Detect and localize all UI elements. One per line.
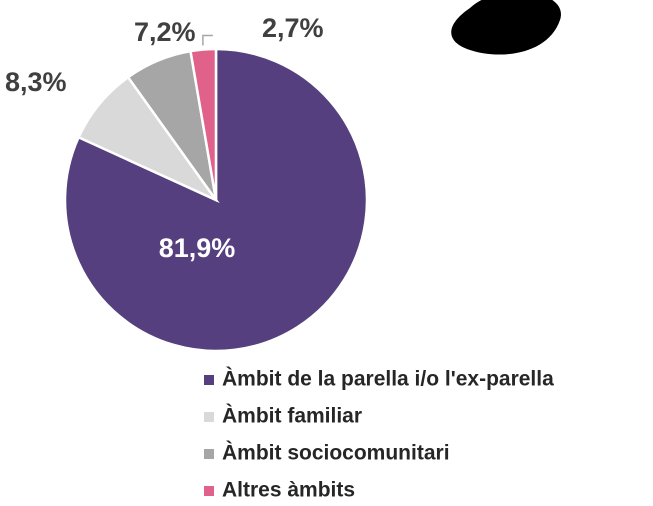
occlusion-blob bbox=[451, 0, 561, 55]
legend-label: Àmbit de la parella i/o l'ex-parella bbox=[222, 368, 554, 391]
legend-swatch bbox=[204, 412, 214, 422]
leader-line bbox=[202, 34, 213, 46]
legend-swatch bbox=[204, 486, 214, 496]
pie-slice bbox=[189, 47, 218, 201]
legend-label: Àmbit sociocomunitari bbox=[222, 442, 450, 465]
data-label: 8,3% bbox=[5, 67, 67, 97]
data-label: 7,2% bbox=[134, 17, 196, 47]
data-label: 81,9% bbox=[159, 233, 236, 263]
legend-swatch bbox=[204, 375, 214, 385]
data-label: 2,7% bbox=[262, 13, 324, 43]
legend-label: Altres àmbits bbox=[222, 479, 355, 502]
legend-swatch bbox=[204, 449, 214, 459]
legend-label: Àmbit familiar bbox=[222, 405, 362, 428]
